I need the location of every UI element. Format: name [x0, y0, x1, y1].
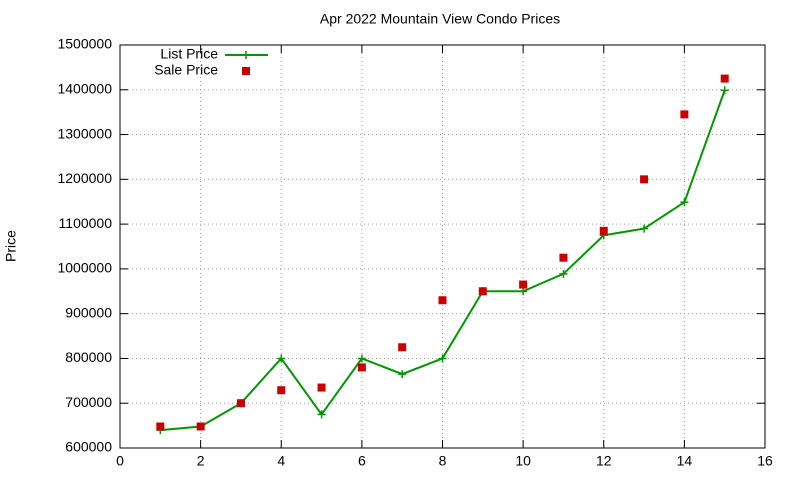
plot-border [119, 44, 766, 449]
point [236, 399, 245, 408]
y-tick-label: 1200000 [57, 170, 112, 186]
legend-label: List Price [160, 46, 218, 62]
point [559, 269, 568, 278]
x-tick-label: 6 [358, 453, 366, 469]
x-tick-label: 8 [439, 453, 447, 469]
x-tick-label: 0 [116, 453, 124, 469]
point [398, 343, 407, 352]
point [680, 198, 689, 207]
point [519, 280, 528, 289]
x-tick-label: 16 [757, 453, 773, 469]
point [599, 226, 608, 235]
point [317, 410, 326, 419]
legend-marker [242, 51, 250, 59]
point [438, 354, 447, 363]
point [720, 74, 729, 83]
y-axis-label: Price [3, 230, 19, 262]
y-tick-label: 600000 [65, 439, 112, 455]
x-tick-label: 10 [515, 453, 531, 469]
point [317, 383, 326, 392]
y-tick-label: 1400000 [57, 80, 112, 96]
point [680, 110, 689, 119]
x-tick-label: 2 [197, 453, 205, 469]
point [559, 253, 568, 262]
legend-marker [242, 67, 250, 75]
point [357, 354, 366, 363]
point [196, 422, 205, 431]
y-tick-label: 700000 [65, 394, 112, 410]
x-tick-label: 14 [677, 453, 693, 469]
chart-title: Apr 2022 Mountain View Condo Prices [320, 11, 560, 27]
legend-label: Sale Price [154, 62, 218, 78]
point [277, 354, 286, 363]
point [398, 370, 407, 379]
y-tick-label: 1100000 [59, 215, 113, 231]
point [640, 224, 649, 233]
point [438, 296, 447, 305]
point [156, 422, 165, 431]
point [357, 363, 366, 372]
y-tick-label: 1500000 [57, 36, 112, 52]
point [277, 386, 286, 395]
x-tick-label: 4 [277, 453, 285, 469]
point [478, 287, 487, 296]
y-tick-label: 1300000 [57, 125, 112, 141]
y-tick-label: 1000000 [57, 260, 112, 276]
point [640, 175, 649, 184]
y-tick-label: 900000 [65, 304, 112, 320]
y-tick-label: 800000 [65, 349, 112, 365]
x-tick-label: 12 [596, 453, 612, 469]
point [720, 86, 729, 95]
point [519, 287, 528, 296]
